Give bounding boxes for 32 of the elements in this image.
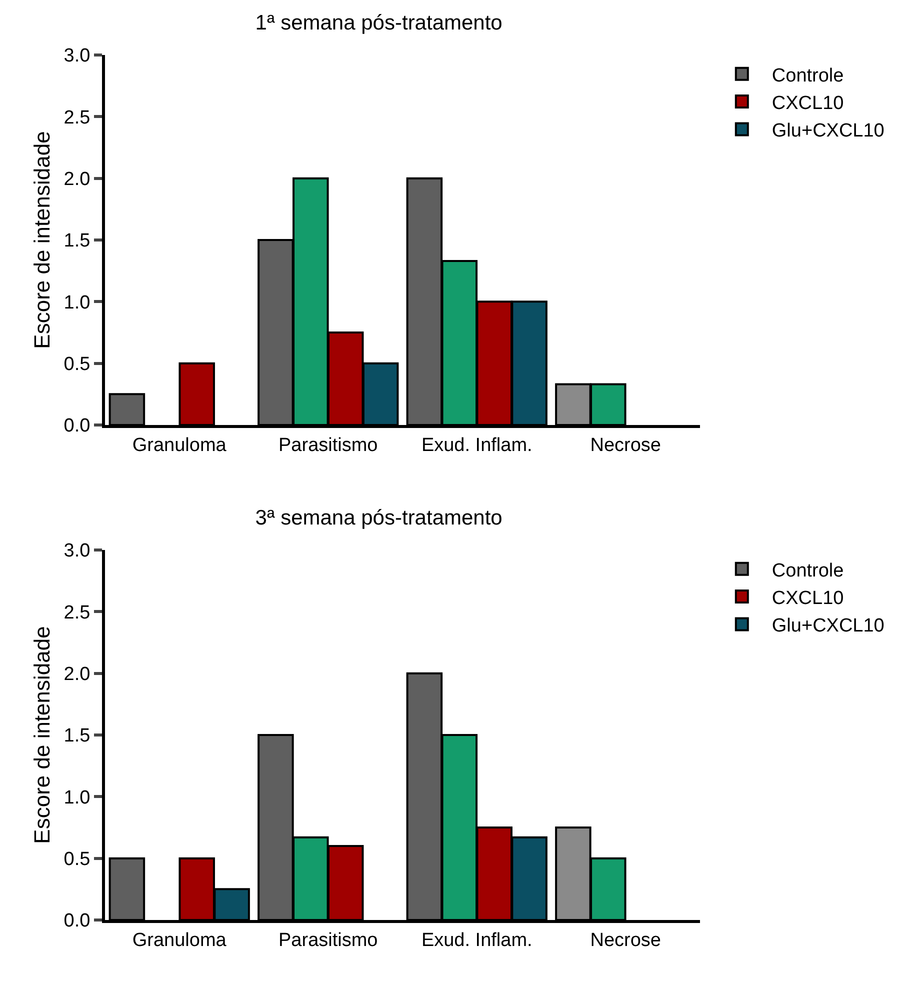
y-axis-title: Escore de intensidade <box>30 626 55 844</box>
x-tick-label: Exud. Inflam. <box>421 434 532 456</box>
y-tick-label: 2.0 <box>64 664 90 685</box>
x-tick-label: Granuloma <box>132 434 227 456</box>
y-tick-label: 3.0 <box>64 46 90 67</box>
chart-title: 1ª semana pós-tratamento <box>255 12 502 35</box>
legend-label: CXCL10 <box>772 588 844 609</box>
y-tick-label: 0.0 <box>64 416 90 437</box>
x-tick-label: Necrose <box>590 930 662 951</box>
chart-title: 3ª semana pós-tratamento <box>255 506 502 530</box>
x-tick-label: Granuloma <box>132 930 227 951</box>
y-tick-label: 2.5 <box>64 107 90 128</box>
y-axis-title: Escore de intensidade <box>30 131 55 349</box>
y-tick-label: 1.0 <box>64 292 90 314</box>
y-tick-label: 3.0 <box>64 540 90 562</box>
legend-label: Controle <box>772 65 844 86</box>
y-tick-label: 1.5 <box>64 726 90 747</box>
legend-label: Glu+CXCL10 <box>772 616 884 637</box>
y-tick-label: 0.5 <box>64 354 90 375</box>
y-tick-label: 1.5 <box>64 230 90 252</box>
x-tick-label: Parasitismo <box>278 434 378 456</box>
legend-label: Controle <box>772 560 844 582</box>
y-tick-label: 2.5 <box>64 602 90 624</box>
y-tick-label: 2.0 <box>64 168 90 190</box>
y-tick-label: 1.0 <box>64 787 90 808</box>
y-tick-label: 0.0 <box>64 910 90 932</box>
x-tick-label: Parasitismo <box>278 930 378 951</box>
legend-label: Glu+CXCL10 <box>772 120 884 142</box>
x-tick-label: Necrose <box>590 434 662 456</box>
x-tick-label: Exud. Inflam. <box>421 930 532 951</box>
legend-label: CXCL10 <box>772 92 844 114</box>
y-tick-label: 0.5 <box>64 848 90 870</box>
